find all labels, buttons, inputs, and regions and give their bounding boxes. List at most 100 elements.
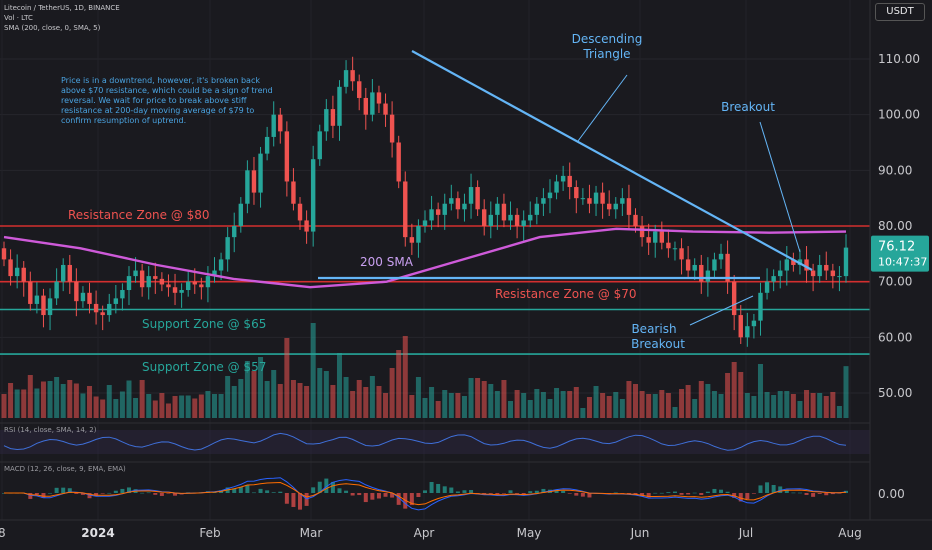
macd-histogram-bar: [383, 493, 388, 497]
candle: [731, 281, 737, 316]
candle: [126, 276, 132, 291]
candle: [74, 281, 79, 302]
macd-indicator-title[interactable]: MACD (12, 26, close, 9, EMA, EMA): [4, 465, 126, 473]
macd-histogram-bar: [409, 493, 414, 506]
trendline-drawings: [318, 50, 813, 326]
macd-histogram-bar: [758, 485, 763, 493]
volume-bar: [646, 394, 652, 418]
sma-indicator-title[interactable]: SMA (200, close, 0, SMA, 5): [4, 24, 101, 32]
volume-bar: [823, 396, 829, 418]
volume-bar: [40, 381, 46, 418]
volume-bar: [402, 336, 408, 418]
volume-bar: [508, 401, 514, 418]
candle: [376, 92, 382, 104]
macd-histogram-bar: [672, 491, 677, 493]
volume-bar: [271, 370, 277, 418]
price-tick-label: 80.00: [878, 219, 912, 233]
candle: [238, 203, 244, 227]
candle: [357, 81, 362, 98]
candle: [1, 248, 7, 260]
candle: [47, 298, 53, 316]
volume-bar: [47, 381, 53, 418]
currency-button[interactable]: USDT: [875, 3, 925, 21]
volume-bar: [665, 393, 671, 418]
symbol-title[interactable]: Litecoin / TetherUS, 1D, BINANCE: [4, 4, 120, 12]
macd-histogram-bar: [666, 492, 671, 493]
candle: [587, 198, 592, 204]
volume-bar: [672, 407, 678, 418]
candle: [804, 259, 809, 271]
macd-histogram-bar: [633, 493, 638, 495]
candle: [271, 114, 276, 137]
time-tick-label: Apr: [414, 526, 435, 540]
candle: [93, 303, 99, 313]
volume-bars: [1, 323, 849, 418]
candle: [61, 264, 66, 282]
volume-bar: [731, 362, 737, 418]
candle: [396, 142, 401, 182]
macd-histogram-bar: [725, 491, 730, 493]
candle: [67, 264, 72, 282]
volume-indicator-title[interactable]: Vol · LTC: [4, 14, 33, 22]
macd-histogram-bar: [462, 490, 467, 493]
candle: [34, 295, 40, 304]
candle: [699, 264, 704, 282]
volume-bar: [409, 395, 415, 418]
candle: [685, 259, 691, 271]
macd-histogram-bar: [67, 488, 72, 493]
volume-bar: [764, 392, 770, 418]
macd-histogram-bar: [554, 489, 559, 493]
descending-triangle-label: Triangle: [582, 47, 630, 61]
macd-histogram-bar: [653, 492, 658, 494]
volume-bar: [488, 384, 494, 418]
price-tick-label: 100.00: [878, 108, 920, 122]
macd-histogram-bar: [791, 492, 796, 494]
candle: [639, 226, 645, 238]
volume-bar: [310, 323, 316, 418]
volume-bar: [567, 391, 573, 418]
candle: [324, 109, 329, 132]
macd-histogram-bar: [251, 492, 256, 494]
macd-histogram-bar: [515, 493, 520, 494]
volume-bar: [429, 387, 435, 418]
candle: [363, 97, 368, 115]
candle: [567, 175, 572, 188]
volume-bar: [619, 399, 625, 418]
time-tick-label: Mar: [300, 526, 323, 540]
volume-bar: [336, 353, 342, 418]
rsi-indicator-title[interactable]: RSI (14, close, SMA, 14, 2): [4, 426, 97, 434]
volume-bar: [422, 398, 428, 418]
candle: [541, 198, 546, 204]
volume-bar: [685, 385, 691, 418]
volume-bar: [8, 383, 14, 418]
macd-histogram-bar: [48, 492, 53, 494]
volume-bar: [593, 386, 599, 418]
candle: [758, 292, 763, 321]
macd-histogram-bar: [100, 493, 105, 494]
macd-histogram-bar: [54, 487, 59, 493]
volume-bar: [448, 393, 454, 418]
volume-bar: [455, 393, 461, 418]
descending-trendline: [411, 50, 813, 271]
macd-histogram-bar: [495, 493, 500, 495]
candle: [21, 267, 26, 282]
candle: [232, 226, 237, 238]
volume-bar: [797, 401, 803, 418]
price-tick-label: 50.00: [878, 386, 912, 400]
macd-histogram-bar: [166, 493, 171, 494]
macd-histogram-bar: [580, 493, 585, 497]
rsi-line: [3, 432, 847, 451]
macd-histogram-bar: [455, 491, 460, 493]
price-tick-label: 90.00: [878, 163, 912, 177]
volume-bar: [1, 394, 7, 418]
candle: [495, 203, 500, 215]
bearish-breakout-label: Breakout: [631, 337, 685, 351]
candle: [560, 175, 566, 182]
volume-bar: [119, 391, 125, 418]
macd-histogram-bar: [28, 493, 33, 499]
volume-bar: [277, 384, 283, 418]
candle: [113, 298, 119, 304]
macd-histogram-bar: [817, 493, 822, 494]
candle: [442, 203, 447, 215]
